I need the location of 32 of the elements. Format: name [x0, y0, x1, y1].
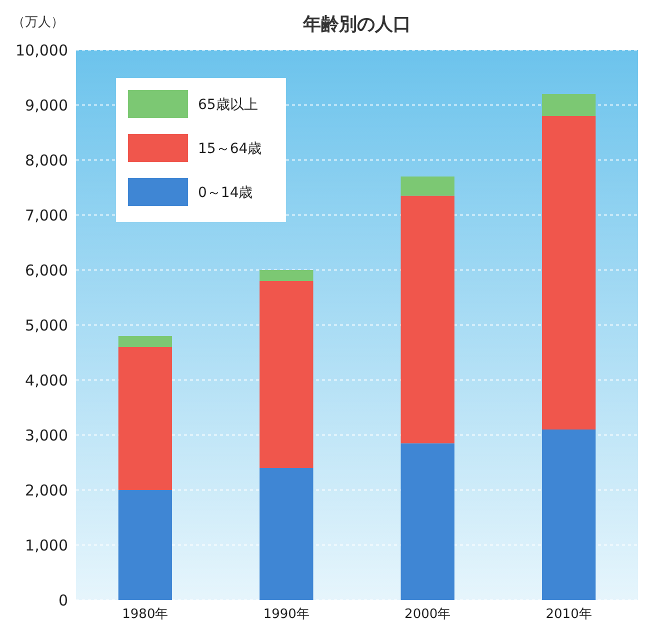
- bar: [400, 196, 454, 444]
- y-tick-label: 8,000: [25, 151, 68, 170]
- y-axis-title: （万人）: [12, 15, 64, 30]
- bar: [118, 336, 172, 347]
- y-tick-label: 0: [58, 591, 68, 610]
- bar: [400, 443, 454, 600]
- chart-title: 年齢別の人口: [302, 14, 411, 35]
- bar: [260, 468, 314, 600]
- bar: [260, 270, 314, 281]
- x-tick-label: 2010年: [546, 607, 592, 622]
- y-tick-label: 3,000: [25, 426, 68, 444]
- y-tick-label: 9,000: [25, 96, 68, 114]
- y-tick-label: 4,000: [25, 371, 68, 390]
- y-tick-label: 10,000: [16, 41, 68, 60]
- bar: [542, 94, 596, 116]
- y-tick-label: 5,000: [25, 316, 68, 334]
- bar: [542, 430, 596, 600]
- y-tick-label: 6,000: [25, 261, 68, 280]
- y-tick-label: 1,000: [25, 536, 68, 554]
- y-tick-label: 7,000: [25, 206, 68, 224]
- x-tick-label: 2000年: [404, 607, 451, 622]
- bar: [400, 176, 454, 196]
- legend-label: 0～14歳: [198, 184, 253, 201]
- y-tick-label: 2,000: [25, 481, 68, 500]
- bar: [118, 490, 172, 600]
- legend-label: 15～64歳: [198, 140, 262, 157]
- legend-label: 65歳以上: [198, 96, 258, 113]
- bar: [260, 281, 314, 468]
- bar: [542, 116, 596, 430]
- bar: [118, 347, 172, 490]
- x-tick-label: 1980年: [122, 607, 168, 622]
- x-tick-label: 1990年: [263, 607, 310, 622]
